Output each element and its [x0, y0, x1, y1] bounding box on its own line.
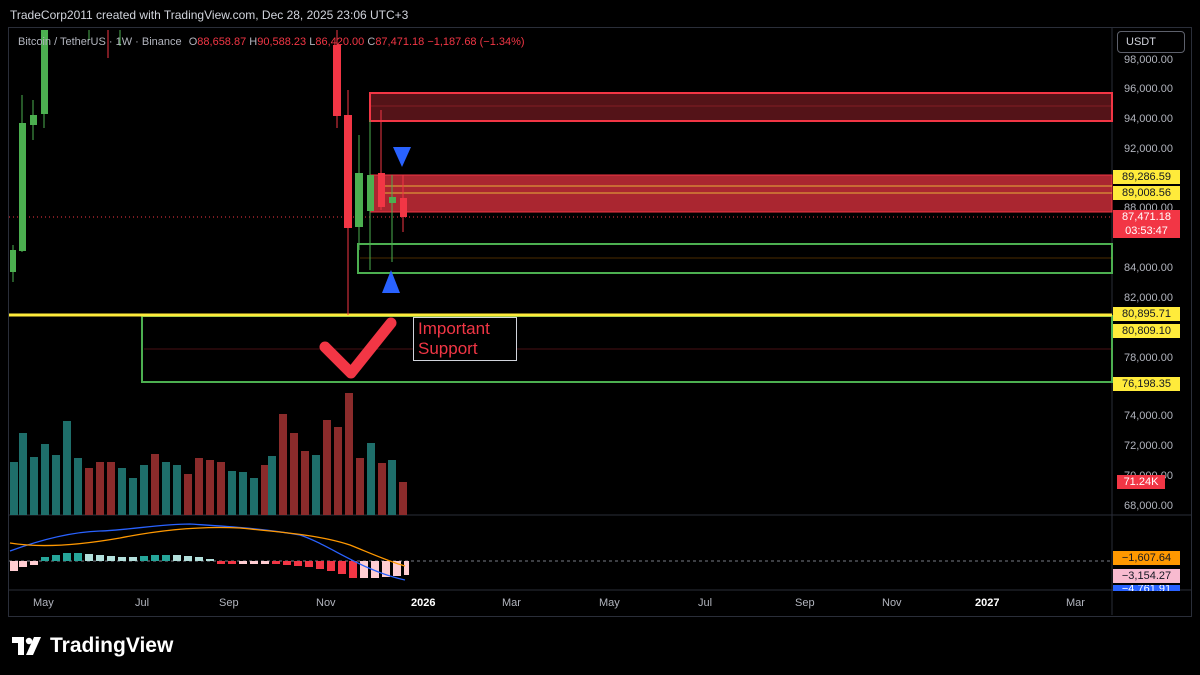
resistance-zone-upper[interactable]: [369, 92, 1113, 122]
candles: [10, 30, 407, 315]
chart-caption: TradeCorp2011 created with TradingView.c…: [10, 8, 409, 22]
time-axis-label: May: [33, 597, 54, 609]
macd-signal-line: [9, 526, 406, 567]
macd-line: [9, 523, 406, 581]
price-tag-76198[interactable]: 76,198.35: [1113, 377, 1180, 391]
price-tag-80809[interactable]: 80,809.10: [1113, 324, 1180, 338]
time-axis-label: Jul: [698, 597, 713, 609]
price-tag-80895[interactable]: 80,895.71: [1113, 307, 1180, 321]
symbol-name: Bitcoin / TetherUS · 1W · Binance: [18, 36, 182, 48]
price-axis-label: 98,000.00: [1124, 54, 1173, 66]
currency-button[interactable]: USDT: [1117, 31, 1185, 53]
candle: [333, 30, 341, 128]
candle: [389, 175, 396, 262]
price-tag-89008[interactable]: 89,008.56: [1113, 186, 1180, 200]
volume-tag[interactable]: 71.24K: [1117, 475, 1165, 489]
close-value: 87,471.18: [375, 36, 425, 48]
open-value: 88,658.87: [197, 36, 247, 48]
time-axis-label: Nov: [316, 597, 336, 609]
checkmark-icon: [319, 317, 397, 379]
price-axis-label: 84,000.00: [1124, 262, 1173, 274]
candle: [19, 95, 26, 252]
important-support-note[interactable]: Important Support: [413, 317, 517, 361]
macd-tag-signal[interactable]: −1,607.64: [1113, 551, 1180, 565]
time-axis-label: Mar: [502, 597, 521, 609]
candle: [30, 100, 37, 140]
symbol-legend[interactable]: Bitcoin / TetherUS · 1W · Binance O88,65…: [18, 36, 525, 48]
arrow-down-icon: [393, 147, 411, 167]
price-axis-label: 92,000.00: [1124, 143, 1173, 155]
macd-histogram: [10, 553, 409, 578]
tradingview-logo[interactable]: TradingView: [12, 634, 173, 658]
note-line-2: Support: [418, 339, 478, 358]
candle: [400, 175, 407, 232]
brand-name: TradingView: [50, 634, 174, 657]
bar-countdown: 03:53:47: [1113, 224, 1180, 238]
candle: [355, 135, 363, 250]
price-axis-label: 82,000.00: [1124, 292, 1173, 304]
arrow-up-icon: [382, 270, 400, 293]
macd-tag-line[interactable]: −4,761.91: [1113, 585, 1180, 591]
price-axis-label: 96,000.00: [1124, 83, 1173, 95]
note-line-1: Important: [418, 319, 490, 338]
open-label: O: [188, 36, 198, 48]
volume-bars: [10, 393, 407, 515]
price-axis-label: 68,000.00: [1124, 500, 1173, 512]
demand-zone-upper[interactable]: [357, 243, 1113, 274]
time-axis-label: 2027: [975, 597, 1000, 609]
candle: [344, 90, 352, 315]
time-axis-label: Mar: [1066, 597, 1085, 609]
high-label: H: [249, 36, 258, 48]
time-axis-label: May: [599, 597, 620, 609]
chart-frame[interactable]: [8, 27, 1192, 617]
low-value: 86,420.00: [315, 36, 365, 48]
price-axis-label: 78,000.00: [1124, 352, 1173, 364]
time-axis-label: Sep: [795, 597, 815, 609]
high-value: 90,588.23: [257, 36, 307, 48]
candle: [88, 30, 121, 58]
macd-tag-histogram[interactable]: −3,154.27: [1113, 569, 1180, 583]
candle: [10, 245, 16, 282]
time-axis-label: Jul: [135, 597, 150, 609]
price-tag-89286[interactable]: 89,286.59: [1113, 170, 1180, 184]
candle: [41, 30, 48, 128]
time-axis-label: Sep: [219, 597, 239, 609]
time-axis-label: 2026: [411, 597, 436, 609]
price-axis-label: 94,000.00: [1124, 113, 1173, 125]
current-price-tag[interactable]: 87,471.18: [1113, 210, 1180, 224]
candle: [378, 110, 385, 210]
time-axis-label: Nov: [882, 597, 902, 609]
close-label: C: [367, 36, 376, 48]
price-axis-label: 74,000.00: [1124, 410, 1173, 422]
price-axis-label: 72,000.00: [1124, 440, 1173, 452]
change-value: −1,187.68 (−1.34%): [427, 36, 525, 48]
candle: [367, 120, 374, 270]
tradingview-logo-icon: [12, 637, 41, 655]
low-label: L: [309, 36, 316, 48]
